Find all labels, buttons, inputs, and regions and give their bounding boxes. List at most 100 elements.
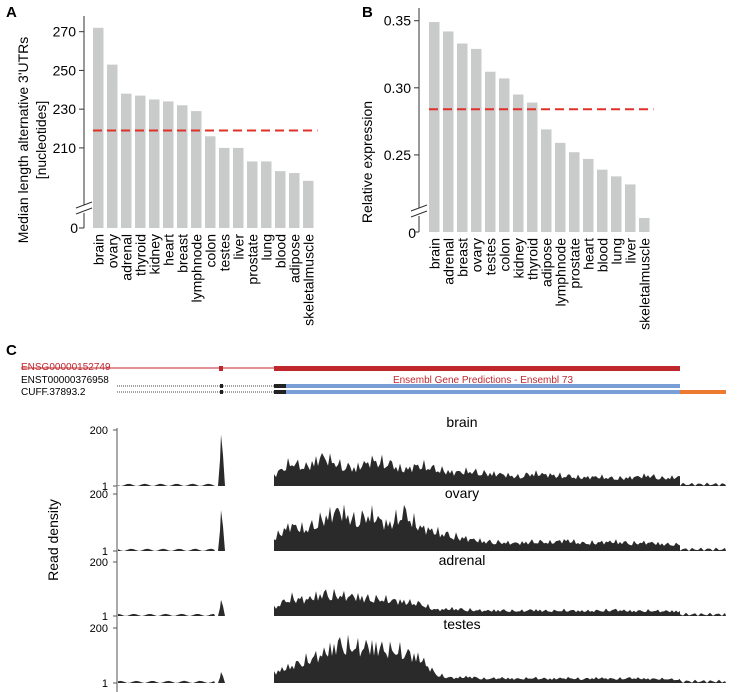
x-tick-label: testes: [216, 234, 232, 271]
bar-prostate: [247, 161, 258, 228]
bar-liver: [625, 184, 636, 232]
density-track-label: brain: [446, 414, 477, 430]
x-tick-label: kidney: [146, 234, 162, 274]
x-tick-label: prostate: [566, 238, 582, 289]
bar-adrenal: [121, 93, 132, 229]
panel-letter-b: B: [362, 4, 373, 21]
x-tick-label: lung: [258, 234, 274, 260]
bar-lung: [261, 161, 272, 228]
bar-kidney: [513, 94, 524, 232]
x-tick-label: blood: [272, 234, 288, 268]
density-track-brain: 200 1 brain: [90, 414, 726, 493]
x-tick-label: testes: [482, 238, 498, 275]
y-tick-label: 270: [53, 24, 77, 40]
track-enst-exon: [274, 384, 286, 388]
bar-kidney: [149, 99, 160, 228]
x-tick-label: thyroid: [132, 234, 148, 276]
track-cuff-utr: [286, 390, 680, 394]
track-enst-utr: [286, 384, 680, 388]
panel-letter-c: C: [6, 342, 17, 359]
chart-a: Median length alternative 3'UTRs [nucleo…: [15, 16, 318, 326]
bar-colon: [499, 78, 510, 232]
density-tick-label-bottom: 1: [102, 546, 108, 558]
x-tick-label: heart: [160, 234, 176, 266]
bar-breast: [177, 105, 188, 228]
axis-break-mark: [75, 201, 93, 209]
x-tick-label: thyroid: [524, 238, 540, 280]
density-tick-label-bottom: 1: [102, 481, 108, 493]
density-track-label: ovary: [445, 485, 479, 501]
chart-a-ylabel-line2: [nucleotides]: [33, 101, 49, 180]
track-ensg-exon: [219, 366, 223, 371]
bar-testes: [219, 147, 230, 228]
density-track-ovary: 200 1 ovary: [90, 485, 726, 558]
bar-adipose: [289, 173, 300, 228]
bar-lymphnode: [191, 111, 202, 228]
density-tick-label-top: 200: [90, 489, 108, 501]
y-tick-label: 0.30: [384, 80, 411, 96]
bar-lymphnode: [555, 142, 566, 232]
density-area-body: [274, 504, 680, 551]
axis-break-mark: [410, 210, 428, 218]
x-tick-label: brain: [90, 234, 106, 265]
track-cuff-exon: [220, 390, 223, 394]
track-cuff-exon: [274, 390, 286, 394]
y-tick-label: 230: [53, 101, 77, 117]
x-tick-label: breast: [174, 234, 190, 273]
y-tick-label: 250: [53, 62, 77, 78]
density-area-exon-peak: [218, 672, 225, 683]
density-tick-label-top: 200: [90, 557, 108, 569]
x-tick-label: liver: [230, 234, 246, 260]
density-area-upstream: [118, 680, 215, 683]
density-area-body: [274, 453, 680, 486]
x-tick-label: skeletalmuscle: [300, 234, 316, 326]
bar-adipose: [541, 129, 552, 232]
density-track-adrenal: 200 1 adrenal: [90, 552, 726, 623]
chart-b-ylabel: Relative expression: [359, 101, 375, 223]
axis-break-mark: [410, 204, 428, 212]
bar-thyroid: [527, 102, 538, 232]
bar-thyroid: [135, 95, 146, 228]
track-ensg-main: [274, 366, 680, 371]
chart-c: ENSG00000152749 ENST00000376958 CUFF.378…: [21, 362, 726, 692]
bar-lung: [611, 176, 622, 232]
bar-skeletalmuscle: [639, 217, 650, 232]
x-tick-label: heart: [580, 238, 596, 270]
density-track-testes: 200 1 testes: [90, 616, 726, 690]
x-tick-label: colon: [496, 238, 512, 271]
chart-a-axis-zero: 0: [70, 220, 78, 236]
chart-a-ylabel-line1: Median length alternative 3'UTRs: [15, 37, 31, 244]
x-tick-label: lymphnode: [552, 238, 568, 307]
x-tick-label: prostate: [244, 234, 260, 285]
track-label-enst: ENST00000376958: [21, 375, 109, 386]
bar-liver: [233, 147, 244, 228]
panel-letter-a: A: [6, 4, 17, 21]
bar-heart: [163, 101, 174, 228]
bar-testes: [485, 71, 496, 233]
density-tick-label-bottom: 1: [102, 678, 108, 690]
chart-b: Relative expression 0 0.250.300.35braina…: [359, 8, 654, 330]
x-tick-label: lymphnode: [188, 234, 204, 303]
density-area-downstream: [680, 482, 726, 486]
track-enst-exon: [220, 384, 223, 388]
x-tick-label: adipose: [286, 234, 302, 283]
density-area-upstream: [118, 483, 215, 486]
x-tick-label: ovary: [468, 238, 484, 272]
x-tick-label: ovary: [104, 234, 120, 268]
density-area-exon-peak: [218, 509, 225, 551]
bar-breast: [457, 43, 468, 232]
bar-blood: [597, 169, 608, 232]
x-tick-label: lung: [608, 238, 624, 264]
x-tick-label: breast: [454, 238, 470, 277]
bar-adrenal: [443, 31, 454, 233]
track-cuff-extension: [680, 390, 726, 394]
bar-skeletalmuscle: [303, 180, 314, 228]
bar-brain: [93, 27, 104, 228]
chart-c-ylabel: Read density: [45, 499, 61, 581]
bar-heart: [583, 158, 594, 232]
density-area-downstream: [680, 547, 726, 551]
bar-prostate: [569, 152, 580, 232]
bar-brain: [429, 22, 440, 233]
y-tick-label: 0.35: [384, 13, 411, 29]
bar-blood: [275, 171, 286, 228]
